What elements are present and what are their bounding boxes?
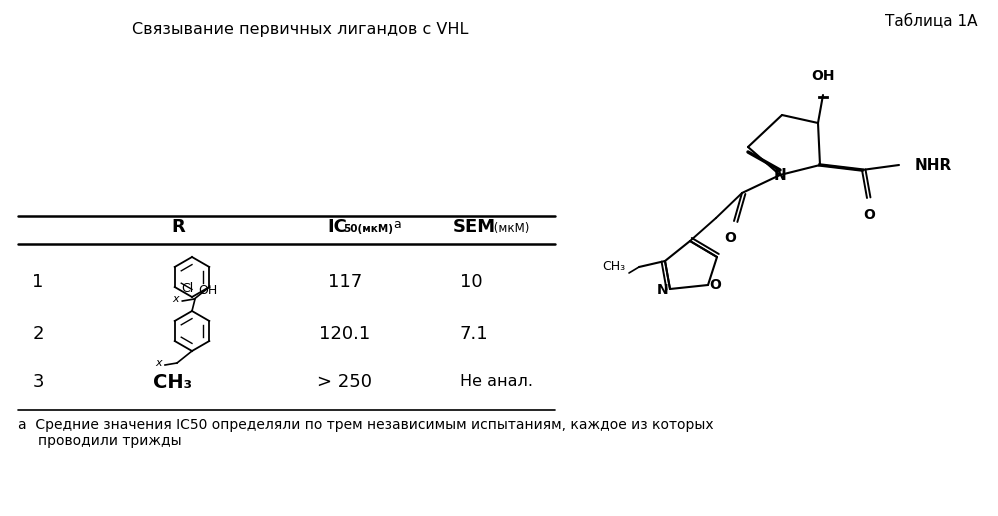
Text: Не анал.: Не анал. xyxy=(460,375,533,390)
Text: O: O xyxy=(709,278,721,292)
Text: Связывание первичных лигандов с VHL: Связывание первичных лигандов с VHL xyxy=(132,22,468,37)
Text: 120.1: 120.1 xyxy=(319,325,370,343)
Text: 2: 2 xyxy=(32,325,44,343)
Text: a: a xyxy=(393,218,401,231)
Text: Cl: Cl xyxy=(182,282,194,296)
Text: NHR: NHR xyxy=(915,157,952,172)
Text: 117: 117 xyxy=(328,273,362,291)
Text: OH: OH xyxy=(198,284,218,298)
Text: SEM: SEM xyxy=(453,218,496,236)
Text: 3: 3 xyxy=(32,373,44,391)
Text: 50(мкМ): 50(мкМ) xyxy=(343,224,393,234)
Text: N: N xyxy=(773,168,786,183)
Text: N: N xyxy=(658,283,669,297)
Text: Таблица 1А: Таблица 1А xyxy=(885,14,978,29)
Text: O: O xyxy=(725,231,736,245)
Text: 1: 1 xyxy=(32,273,44,291)
Text: CH₃: CH₃ xyxy=(602,261,625,273)
Text: x: x xyxy=(173,294,180,304)
Text: O: O xyxy=(863,208,875,222)
Text: R: R xyxy=(171,218,185,236)
Text: проводили трижды: проводили трижды xyxy=(38,434,182,448)
Text: IC: IC xyxy=(327,218,347,236)
Text: > 250: > 250 xyxy=(317,373,372,391)
Text: x: x xyxy=(156,358,162,368)
Text: OH: OH xyxy=(811,69,834,83)
Text: (мкМ): (мкМ) xyxy=(490,222,529,235)
Text: 10: 10 xyxy=(460,273,483,291)
Text: а  Средние значения IC50 определяли по трем независимым испытаниям, каждое из ко: а Средние значения IC50 определяли по тр… xyxy=(18,418,714,432)
Text: CH₃: CH₃ xyxy=(154,373,193,392)
Text: 7.1: 7.1 xyxy=(460,325,489,343)
